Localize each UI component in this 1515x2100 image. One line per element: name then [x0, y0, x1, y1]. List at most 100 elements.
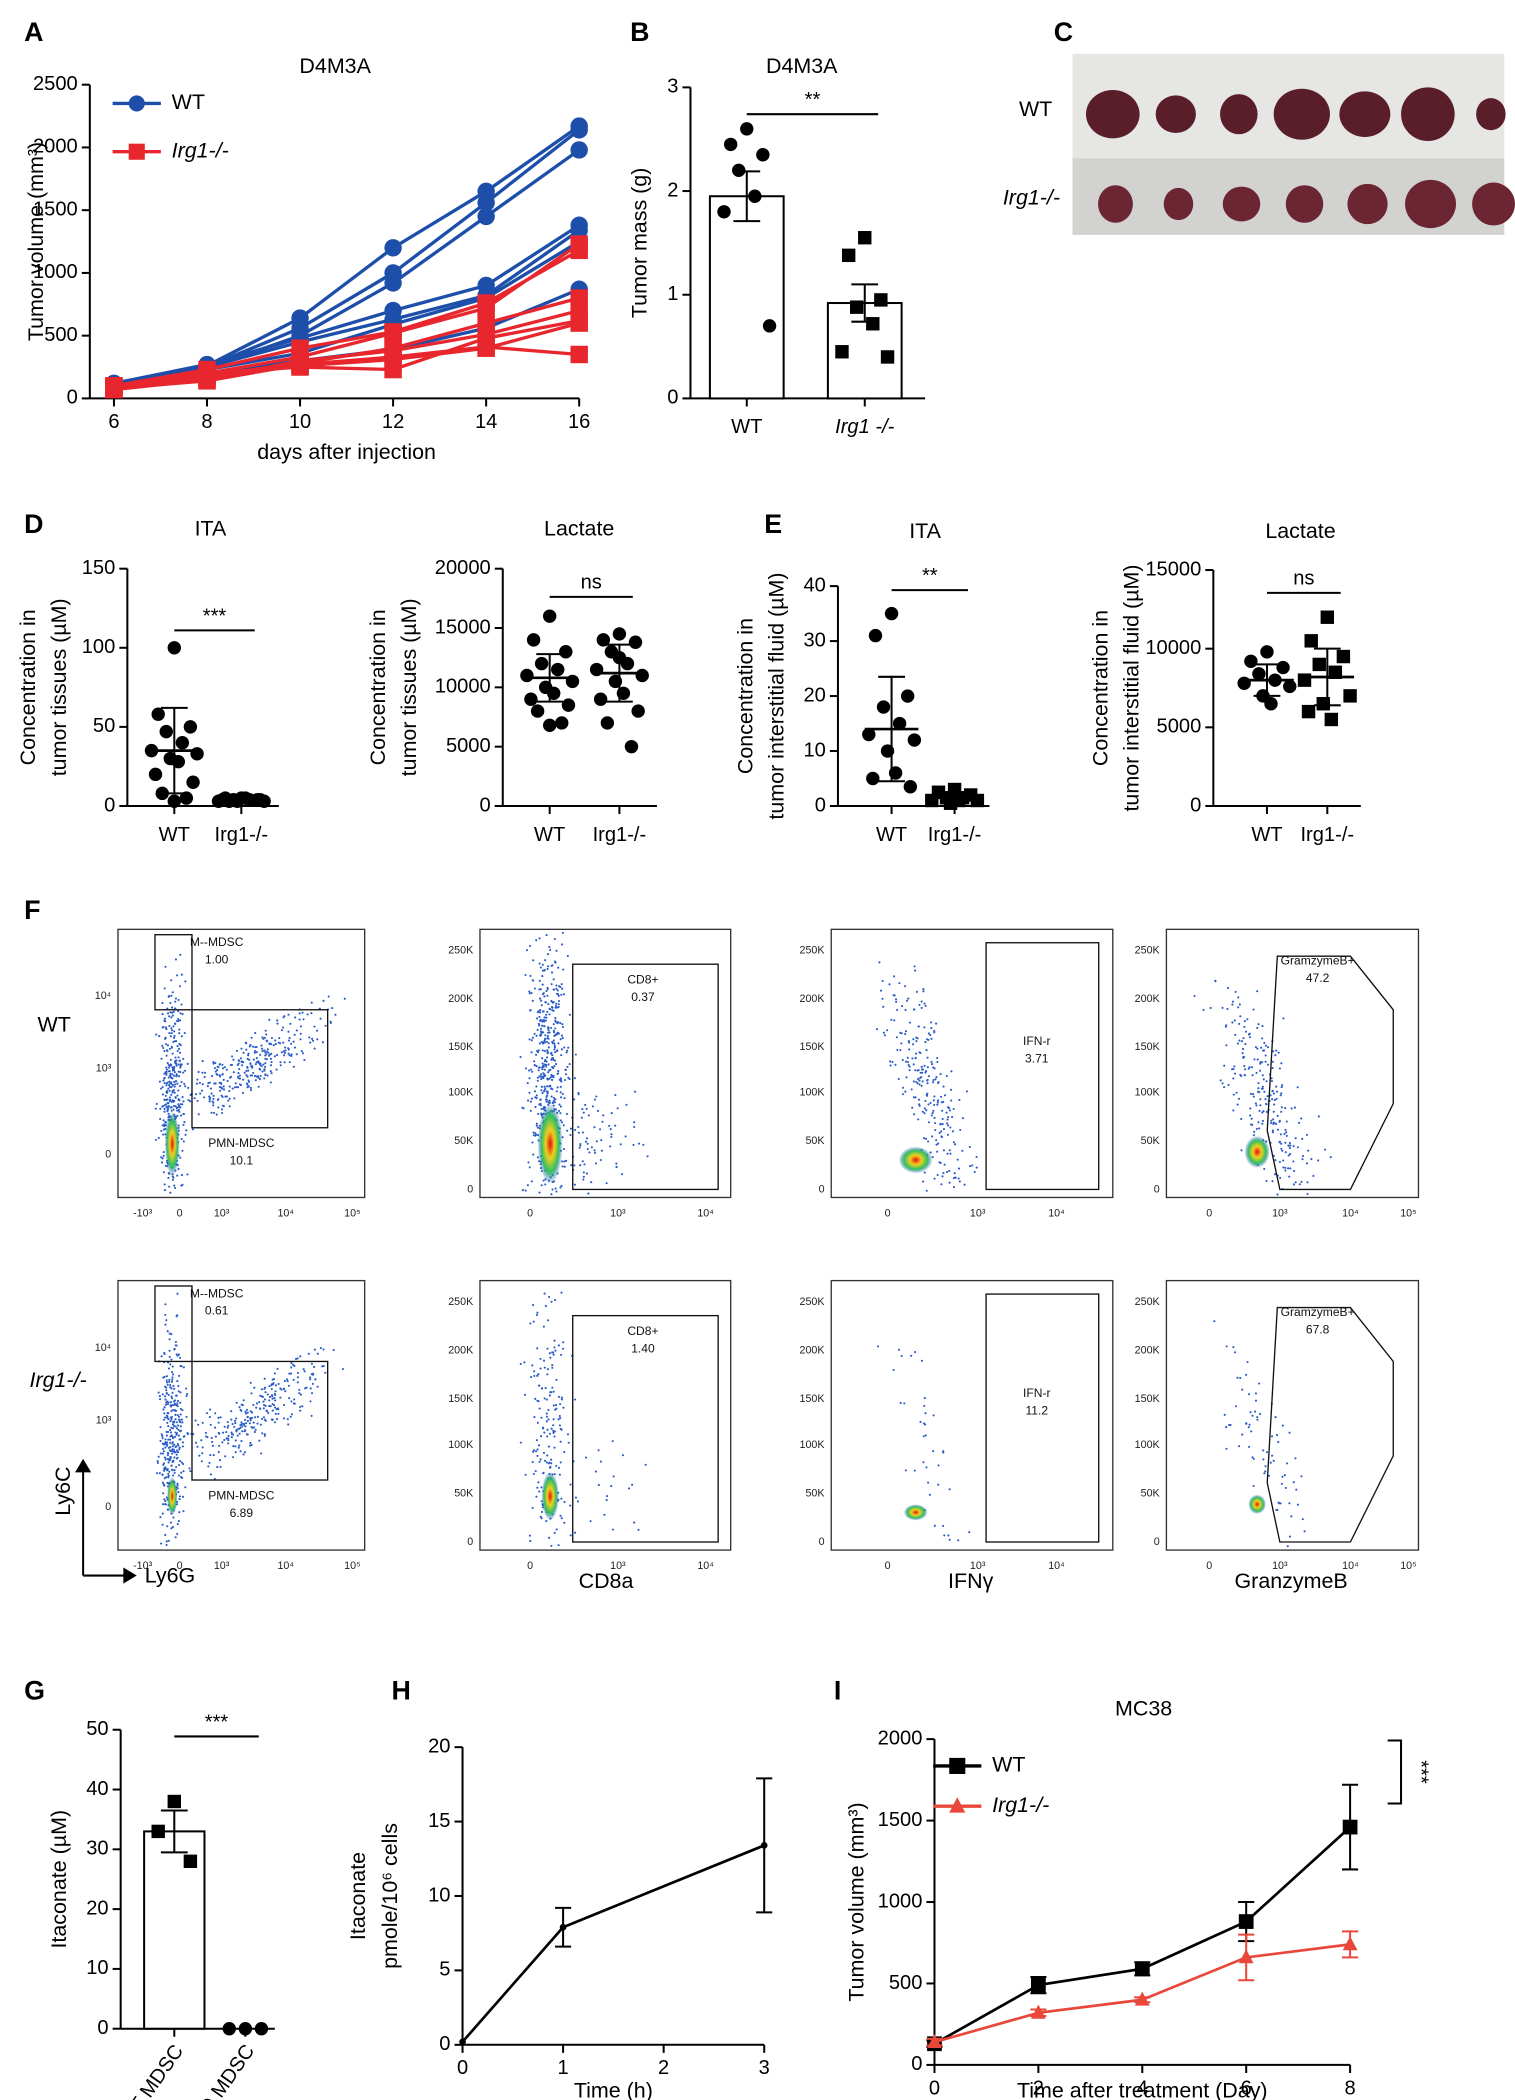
- event-dot: [181, 1441, 185, 1444]
- event-dot: [179, 1044, 182, 1047]
- flow-y-tick: 50K: [1141, 1487, 1161, 1499]
- x-tick-label: WT: [731, 416, 762, 438]
- event-dot: [915, 990, 919, 993]
- panel-letter: B: [630, 17, 649, 47]
- event-dot: [310, 1001, 313, 1004]
- event-dot: [209, 1087, 213, 1090]
- event-dot: [627, 1487, 631, 1490]
- tumors: [1085, 87, 1515, 229]
- marker: [874, 293, 888, 307]
- event-dot: [264, 1029, 267, 1032]
- event-dot: [252, 1071, 255, 1074]
- event-dot: [1300, 1475, 1303, 1478]
- event-dot: [230, 1431, 233, 1434]
- event-dot: [183, 1032, 186, 1035]
- event-dot: [169, 1521, 173, 1524]
- event-dot: [290, 1042, 293, 1045]
- event-dot: [943, 1094, 947, 1097]
- marker: [570, 121, 588, 139]
- event-dot: [237, 1446, 240, 1449]
- event-dot: [274, 1039, 277, 1042]
- event-dot: [167, 1446, 171, 1449]
- event-dot: [552, 978, 555, 981]
- event-dot: [263, 1398, 267, 1401]
- event-dot: [171, 1460, 174, 1464]
- event-dot: [1289, 1144, 1292, 1147]
- event-dot: [948, 1488, 951, 1491]
- marker: [477, 338, 495, 356]
- event-dot: [178, 1459, 182, 1462]
- event-dot: [1270, 1079, 1273, 1083]
- event-dot: [1257, 1121, 1260, 1124]
- x-tick-label: 6: [1241, 2077, 1252, 2099]
- event-dot: [601, 1120, 604, 1123]
- flow-y-tick: 0: [105, 1501, 111, 1513]
- event-dot: [1293, 1106, 1297, 1109]
- gate-value: 1.40: [631, 1341, 655, 1355]
- event-dot: [531, 1141, 534, 1144]
- event-dot: [1300, 1117, 1303, 1120]
- y-axis-label: Tumor mass (g): [628, 168, 652, 318]
- event-dot: [581, 1108, 584, 1111]
- event-dot: [919, 1071, 922, 1074]
- event-dot: [534, 1470, 537, 1473]
- event-dot: [1241, 1047, 1245, 1051]
- event-dot: [541, 1062, 544, 1065]
- event-dot: [206, 1085, 209, 1088]
- event-dot: [535, 939, 538, 942]
- event-dot: [288, 1061, 291, 1064]
- event-dot: [163, 1406, 166, 1409]
- chart-title: Lactate: [1265, 519, 1335, 543]
- marker: [841, 248, 856, 263]
- event-dot: [560, 1396, 563, 1399]
- marker: [858, 231, 872, 245]
- event-dot: [227, 1099, 230, 1102]
- event-dot: [1237, 1006, 1240, 1009]
- event-dot: [550, 971, 554, 974]
- event-dot: [577, 1131, 580, 1134]
- y-axis-label: Itaconate (µM): [47, 1810, 71, 1949]
- event-dot: [892, 994, 895, 997]
- event-dot: [178, 1028, 181, 1031]
- event-dot: [1236, 1376, 1239, 1379]
- event-dot: [160, 1433, 163, 1436]
- event-dot: [921, 1080, 924, 1083]
- event-dot: [1243, 1068, 1247, 1071]
- event-dot: [167, 1367, 171, 1370]
- event-dot: [276, 1053, 279, 1057]
- event-dot: [183, 1082, 186, 1085]
- marker: [925, 793, 939, 808]
- event-dot: [189, 1094, 192, 1097]
- y-tick-label: 10000: [1145, 637, 1201, 659]
- event-dot: [175, 1465, 178, 1469]
- event-dot: [619, 1143, 622, 1146]
- event-dot: [933, 1095, 936, 1098]
- event-dot: [544, 1305, 547, 1308]
- event-dot: [169, 1386, 172, 1389]
- event-dot: [172, 1066, 176, 1069]
- event-dot: [539, 1435, 543, 1438]
- gate: [191, 1009, 329, 1129]
- event-dot: [545, 1040, 549, 1043]
- row-label: Irg1-/-: [29, 1368, 86, 1392]
- event-dot: [169, 1058, 172, 1061]
- event-dot: [206, 1412, 209, 1415]
- event-dot: [174, 1344, 177, 1347]
- event-dot: [177, 1463, 181, 1467]
- marker: [862, 727, 876, 742]
- event-dot: [250, 1036, 253, 1039]
- event-dot: [1250, 1066, 1254, 1069]
- event-dot: [1274, 1416, 1277, 1419]
- event-dot: [888, 983, 891, 986]
- event-dot: [538, 1015, 541, 1019]
- event-dot: [927, 1032, 930, 1035]
- event-dot: [1259, 1098, 1262, 1101]
- event-dot: [1303, 1530, 1306, 1533]
- event-dot: [544, 1019, 547, 1022]
- event-dot: [161, 1523, 164, 1526]
- event-dot: [233, 1097, 236, 1100]
- y-axis-label: tumor interstitial fluid (µM): [1120, 564, 1144, 811]
- event-dot: [930, 1114, 933, 1117]
- event-dot: [533, 1374, 536, 1377]
- flow-y-tick: 100K: [448, 1087, 474, 1099]
